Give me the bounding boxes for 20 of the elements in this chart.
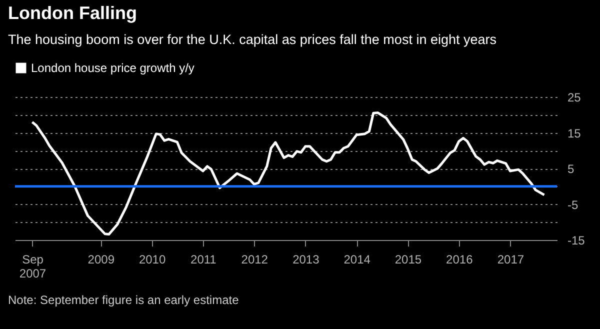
chart-subtitle: The housing boom is over for the U.K. capital as prices fall the most in eight years bbox=[8, 32, 497, 47]
chart-title: London Falling bbox=[8, 3, 137, 23]
x-tick-label: 2011 bbox=[190, 252, 217, 266]
y-tick-label: 5 bbox=[568, 162, 574, 176]
x-tick-label: 2014 bbox=[344, 252, 371, 266]
text: Note: September figure is an early estimate bbox=[8, 293, 240, 307]
y-tick-label: 15 bbox=[568, 126, 582, 140]
line-series bbox=[30, 111, 546, 236]
y-tick-label: -15 bbox=[568, 234, 586, 248]
legend-label: London house price growth y/y bbox=[31, 61, 194, 75]
x-tick-label: 2009 bbox=[88, 252, 115, 266]
x-tick-label: Sep 2007 bbox=[19, 252, 46, 280]
y-tick-label: 25 bbox=[568, 90, 582, 104]
y-tick-label: -5 bbox=[568, 198, 578, 212]
x-tick-label: 2013 bbox=[292, 252, 320, 266]
x-tick-label: 2010 bbox=[138, 252, 166, 266]
x-tick-label: 2015 bbox=[394, 252, 422, 266]
x-tick-label: 2017 bbox=[497, 252, 524, 266]
x-tick-label: 2016 bbox=[446, 252, 474, 266]
x-tick-label: 2012 bbox=[241, 252, 268, 266]
